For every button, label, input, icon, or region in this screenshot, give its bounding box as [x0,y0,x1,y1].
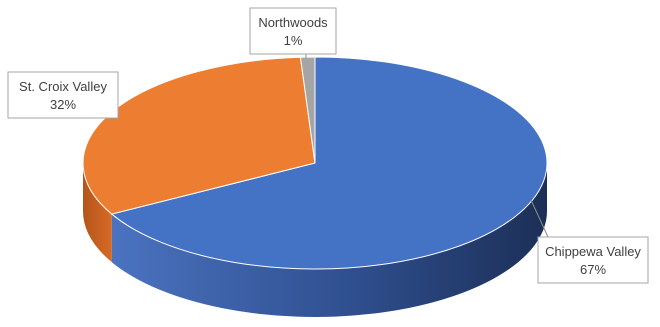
pie-slice-northwoods [299,56,316,164]
data-label-name-st-croix-valley: St. Croix Valley [19,79,107,94]
data-label-value-st-croix-valley: 32% [50,97,76,112]
data-label-box-st-croix-valley [7,71,119,119]
data-label-name-chippewa-valley: Chippewa Valley [545,244,641,259]
data-label-name-northwoods: Northwoods [258,15,328,30]
data-label-value-northwoods: 1% [284,33,303,48]
data-label-value-chippewa-valley: 67% [580,262,606,277]
data-label-box-chippewa-valley [537,236,649,284]
pie-side-st-croix-valley [83,163,112,263]
pie-side-chippewa-valley [111,163,548,317]
leader-line-chippewa-valley [530,199,549,238]
data-label-box-northwoods [249,7,337,55]
data-label-st-croix-valley: St. Croix Valley 32% [7,71,119,119]
data-label-chippewa-valley: Chippewa Valley 67% [537,236,649,284]
data-label-northwoods: Northwoods 1% [249,7,337,55]
pie-slice-chippewa-valley [110,56,548,270]
